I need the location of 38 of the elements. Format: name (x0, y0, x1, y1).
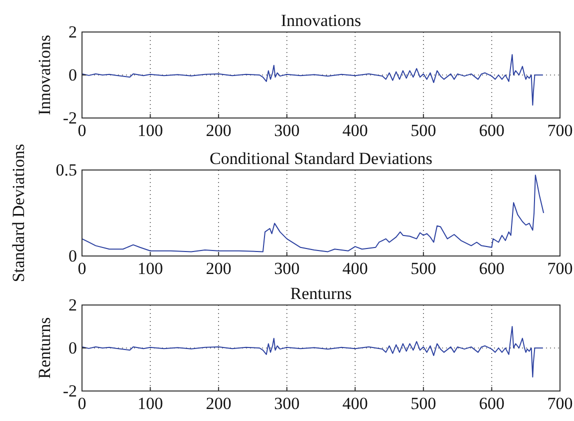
chart-title: Innovations (280, 11, 362, 30)
y-tick-label: -2 (62, 381, 77, 400)
chart-title: Conditional Standard Deviations (210, 149, 432, 168)
x-tick-label: 400 (342, 394, 368, 414)
x-tick-label: 700 (547, 259, 573, 278)
x-tick-label: 300 (274, 121, 300, 140)
y-tick-label: 2 (68, 295, 77, 314)
x-tick-label: 100 (138, 121, 164, 140)
y-tick-label: 0.5 (56, 160, 77, 180)
x-tick-label: 600 (478, 259, 504, 278)
x-tick-label: 100 (138, 259, 164, 278)
y-axis-title: Renturns (35, 317, 54, 379)
line-series (82, 326, 544, 378)
x-tick-label: 700 (547, 121, 573, 140)
x-tick-label: 300 (274, 394, 300, 414)
x-tick-label: 500 (410, 121, 436, 140)
y-tick-label: -2 (62, 108, 77, 128)
y-tick-label: 0 (68, 65, 77, 84)
x-tick-label: 500 (410, 394, 436, 414)
x-tick-label: 600 (478, 394, 504, 414)
x-tick-label: 100 (138, 394, 164, 414)
line-series (82, 54, 544, 106)
x-tick-label: 500 (410, 259, 436, 278)
line-series (82, 174, 544, 252)
x-tick-label: 400 (342, 259, 368, 278)
y-tick-label: 2 (68, 22, 77, 42)
y-tick-label: 0 (68, 338, 77, 358)
x-tick-label: 400 (342, 121, 368, 140)
y-tick-label: 0 (68, 246, 77, 266)
x-tick-label: 600 (478, 121, 504, 140)
y-axis-title: Innovations (35, 34, 54, 116)
x-tick-label: 700 (547, 394, 573, 414)
y-axis-title: Standard Deviations (9, 144, 28, 282)
chart-title: Renturns (290, 284, 352, 303)
x-tick-label: 200 (206, 394, 232, 414)
x-tick-label: 300 (274, 259, 300, 278)
x-tick-label: 200 (206, 259, 232, 278)
x-tick-label: 200 (206, 121, 232, 140)
